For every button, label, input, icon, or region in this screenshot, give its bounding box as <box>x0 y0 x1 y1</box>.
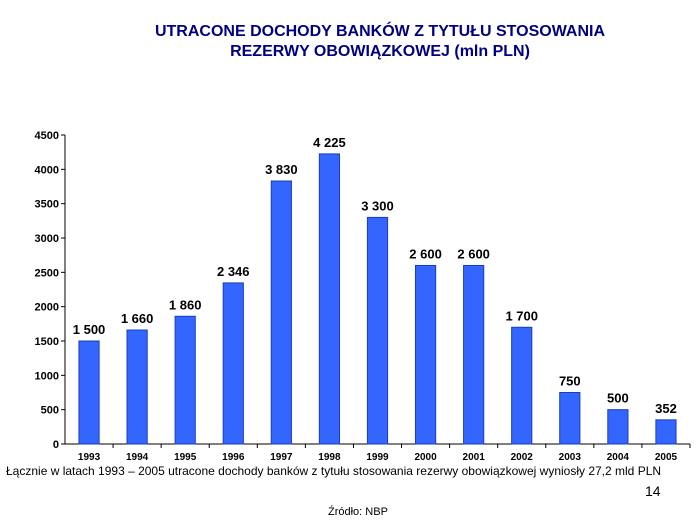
data-label-1998: 4 225 <box>313 135 346 150</box>
x-tick-label-1998: 1998 <box>318 452 341 463</box>
x-tick-label-1997: 1997 <box>270 452 293 463</box>
data-label-1994: 1 660 <box>121 311 154 326</box>
y-tick-label: 4000 <box>35 164 59 176</box>
chart-title-line1: UTRACONE DOCHODY BANKÓW Z TYTUŁU STOSOWA… <box>154 23 606 40</box>
y-tick-label: 2000 <box>35 302 59 314</box>
bar-2000 <box>414 264 437 445</box>
footnote: Łącznie w latach 1993 – 2005 utracone do… <box>6 464 662 478</box>
y-tick-label: 500 <box>41 405 59 417</box>
data-label-1997: 3 830 <box>265 162 298 177</box>
x-tick-label-2001: 2001 <box>463 452 486 463</box>
data-label-2002: 1 700 <box>505 308 538 323</box>
page-number: 14 <box>645 483 661 499</box>
x-tick-label-1999: 1999 <box>366 452 389 463</box>
bar-1998 <box>318 153 341 445</box>
x-tick-label-2000: 2000 <box>414 452 437 463</box>
data-label-2000: 2 600 <box>409 246 442 261</box>
data-label-2004: 500 <box>607 391 629 406</box>
x-tick-label-2005: 2005 <box>655 452 678 463</box>
data-label-1993: 1 500 <box>73 322 106 337</box>
y-tick-label: 0 <box>53 439 59 451</box>
data-label-1996: 2 346 <box>217 264 250 279</box>
bar-chart: 0 500 1000 1500 2000 2500 3000 3500 4000 4500 199… <box>35 130 691 463</box>
x-tick-label-2004: 2004 <box>607 452 630 463</box>
y-tick-label: 1500 <box>35 336 59 348</box>
y-axis: 0 500 1000 1500 2000 2500 3000 3500 4000 4500 <box>35 130 66 451</box>
bar-1994 <box>126 329 148 445</box>
y-tick-label: 3000 <box>35 233 59 245</box>
x-axis: 1993 1994 1995 1996 1997 1998 1999 2000 2001 2002… <box>65 443 691 463</box>
x-tick-label-2003: 2003 <box>559 452 582 463</box>
x-tick-label-1993: 1993 <box>78 452 101 463</box>
chart-title-line2: REZERWY OBOWIĄZKOWEJ (mln PLN) <box>230 43 530 60</box>
y-tick-label: 2500 <box>35 267 59 279</box>
bar-1993 <box>78 340 100 445</box>
bar-2001 <box>463 264 485 445</box>
data-label-1995: 1 860 <box>169 297 202 312</box>
y-tick-label: 3500 <box>35 199 59 211</box>
bar-2004 <box>607 409 629 445</box>
bar-2002 <box>511 326 533 445</box>
data-labels: 1 500 1 660 1 860 2 346 3 830 4 225 3 300 2 600… <box>73 135 677 416</box>
bar-1995 <box>174 315 196 445</box>
bars <box>78 153 677 445</box>
bar-1999 <box>366 216 389 445</box>
data-label-2003: 750 <box>559 374 581 389</box>
bar-2003 <box>559 392 581 445</box>
bar-2005 <box>655 419 677 445</box>
y-tick-label: 1000 <box>35 370 59 382</box>
data-label-2001: 2 600 <box>457 246 490 261</box>
data-label-1999: 3 300 <box>361 198 394 213</box>
bar-1996 <box>222 282 244 445</box>
source-note: Źródło: NBP <box>328 506 388 518</box>
x-tick-label-2002: 2002 <box>511 452 534 463</box>
bar-1997 <box>270 180 292 445</box>
x-tick-label-1995: 1995 <box>174 452 197 463</box>
chart-title: UTRACONE DOCHODY BANKÓW Z TYTUŁU STOSOWA… <box>60 22 700 62</box>
data-label-2005: 352 <box>655 401 677 416</box>
x-tick-label-1994: 1994 <box>126 452 149 463</box>
x-tick-label-1996: 1996 <box>222 452 245 463</box>
y-tick-label: 4500 <box>35 130 59 142</box>
